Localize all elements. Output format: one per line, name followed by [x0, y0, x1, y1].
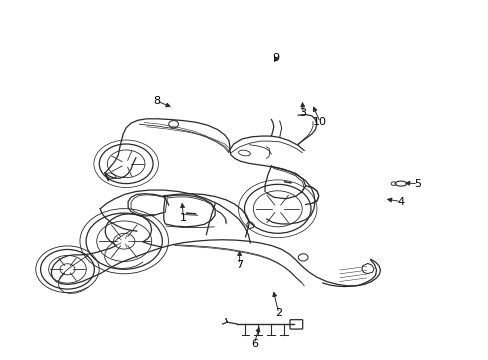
Text: 6: 6 — [250, 339, 257, 349]
Text: 5: 5 — [414, 179, 421, 189]
Text: 10: 10 — [313, 117, 326, 127]
Text: 7: 7 — [236, 260, 243, 270]
Text: 9: 9 — [272, 53, 279, 63]
Text: 4: 4 — [397, 197, 404, 207]
Text: 8: 8 — [153, 96, 160, 106]
Text: 1: 1 — [180, 213, 186, 223]
Text: 3: 3 — [299, 108, 306, 118]
Text: 2: 2 — [275, 308, 282, 318]
